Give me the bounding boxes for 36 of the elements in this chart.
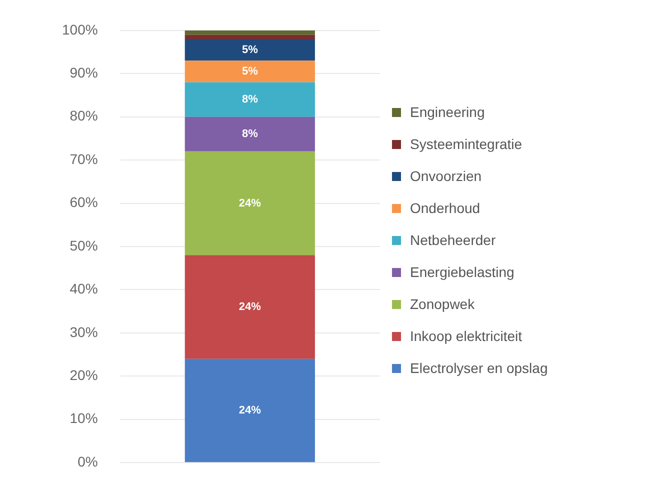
bar <box>184 30 315 35</box>
legend-label: Electrolyser en opslag <box>410 360 548 376</box>
y-tick-label: 30% <box>70 324 98 340</box>
data-label: 8% <box>242 128 258 140</box>
bar <box>184 34 315 40</box>
legend-label: Zonopwek <box>410 296 475 312</box>
y-tick-label: 0% <box>78 453 98 470</box>
data-label: 5% <box>242 65 258 78</box>
legend-label: Onvoorzien <box>410 168 482 184</box>
bar <box>184 39 315 61</box>
y-tick-label: 80% <box>70 108 98 124</box>
data-label: 24% <box>238 197 262 210</box>
legend-label: Systeemintegratie <box>410 136 522 152</box>
y-tick-label: 100% <box>62 21 98 38</box>
legend-label: Inkoop elektriciteit <box>410 328 522 344</box>
data-label: 24% <box>238 301 262 314</box>
bar <box>184 82 315 117</box>
y-tick-label: 70% <box>70 150 98 167</box>
bar <box>184 358 315 462</box>
legend-label: Energiebelasting <box>410 264 514 280</box>
y-tick-label: 40% <box>70 280 98 297</box>
data-label: 8% <box>242 94 258 106</box>
data-label: 5% <box>242 44 258 56</box>
y-tick-label: 90% <box>70 64 98 80</box>
y-tick-label: 60% <box>70 194 98 210</box>
y-tick-label: 50% <box>70 237 98 254</box>
legend-label: Netbeheerder <box>410 232 496 248</box>
data-label: 24% <box>238 404 262 417</box>
y-tick-label: 10% <box>70 410 98 426</box>
bar <box>184 255 315 359</box>
bar <box>184 116 315 152</box>
bar <box>184 151 315 256</box>
legend-label: Engineering <box>410 104 485 120</box>
legend-label: Onderhoud <box>410 200 480 216</box>
y-tick-label: 20% <box>70 367 98 384</box>
bar <box>184 60 315 82</box>
